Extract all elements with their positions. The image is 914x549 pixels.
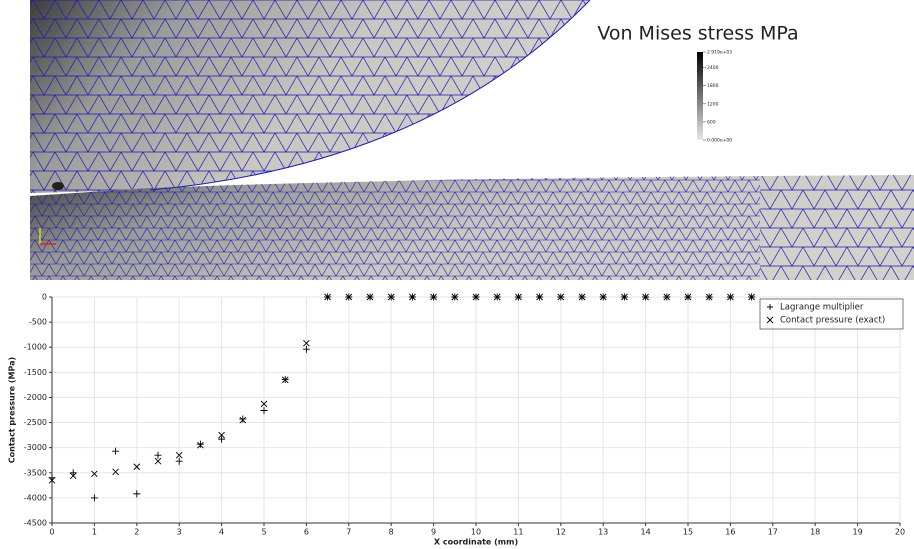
- point: [599, 293, 607, 301]
- point: [451, 293, 459, 301]
- x-tick-label: 20: [895, 528, 905, 537]
- point: [387, 293, 395, 301]
- y-tick-label: -500: [29, 318, 47, 327]
- render-title: Von Mises stress MPa: [597, 23, 798, 45]
- point: [748, 293, 755, 301]
- point: [133, 463, 141, 471]
- y-tick-label: 0: [42, 293, 47, 302]
- point: [409, 293, 416, 301]
- point: [260, 400, 268, 408]
- point: [302, 345, 310, 353]
- point: [197, 441, 204, 449]
- point: [112, 468, 119, 476]
- x-tick-label: 4: [219, 528, 224, 537]
- x-axis-label: X coordinate (mm): [434, 538, 518, 547]
- point: [642, 293, 649, 301]
- x-tick-label: 19: [853, 528, 863, 537]
- point: [90, 494, 98, 502]
- point: [366, 293, 374, 301]
- point: [175, 457, 183, 465]
- point: [684, 293, 692, 301]
- legend-label: Contact pressure (exact): [780, 316, 885, 326]
- point: [578, 293, 586, 301]
- y-tick-label: -3500: [24, 468, 47, 477]
- x-tick-label: 5: [261, 528, 266, 537]
- y-axis-label: Contact pressure (MPa): [8, 357, 17, 463]
- point: [112, 447, 120, 455]
- point: [727, 293, 734, 301]
- point: [69, 472, 77, 480]
- x-tick-label: 11: [513, 528, 523, 537]
- x-tick-label: 7: [346, 528, 351, 537]
- colorbar-label: 1200: [707, 101, 719, 107]
- point: [472, 293, 480, 301]
- x-tick-label: 8: [389, 528, 394, 537]
- point: [493, 293, 501, 301]
- point: [218, 435, 226, 443]
- x-tick-label: 12: [556, 528, 566, 537]
- point: [239, 415, 247, 423]
- colorbar-label: 1800: [707, 83, 719, 89]
- x-tick-label: 14: [641, 528, 651, 537]
- point: [705, 293, 713, 301]
- legend-marker: [767, 304, 773, 310]
- point: [69, 469, 77, 477]
- point: [430, 293, 437, 301]
- point: [260, 407, 268, 415]
- legend-box: [759, 298, 904, 330]
- point: [154, 457, 162, 465]
- point: [218, 431, 225, 439]
- point: [175, 451, 183, 459]
- point: [48, 476, 56, 484]
- colorbar-label: 0.000e+00: [707, 138, 732, 144]
- x-tick-label: 1: [92, 528, 97, 537]
- x-tick-label: 3: [177, 528, 182, 537]
- x-tick-label: 10: [471, 528, 481, 537]
- point: [324, 293, 331, 301]
- x-tick-label: 18: [810, 528, 820, 537]
- x-tick-label: 2: [134, 528, 139, 537]
- point: [621, 293, 628, 301]
- colorbar-label: 2.919e+03: [707, 50, 732, 56]
- x-tick-label: 0: [49, 528, 54, 537]
- colorbar-label: 2400: [707, 65, 719, 71]
- x-tick-label: 6: [304, 528, 309, 537]
- axes: [51, 297, 900, 524]
- point: [663, 293, 671, 301]
- colorbar-label: 600: [707, 119, 716, 125]
- point: [281, 376, 289, 384]
- x-tick-label: 13: [598, 528, 608, 537]
- colorbar: [697, 52, 703, 140]
- x-tick-label: 9: [431, 528, 436, 537]
- legend-marker: [766, 316, 774, 324]
- point: [515, 293, 522, 301]
- mesh-render: [30, 0, 914, 280]
- y-tick-label: -1500: [24, 368, 47, 377]
- x-tick-label: 17: [768, 528, 778, 537]
- legend-label: Lagrange multiplier: [780, 303, 864, 313]
- y-tick-label: -2500: [24, 418, 47, 427]
- x-tick-label: 16: [725, 528, 735, 537]
- point: [91, 470, 98, 478]
- y-tick-label: -4500: [24, 519, 47, 528]
- point: [557, 293, 565, 301]
- point: [303, 339, 310, 347]
- y-tick-label: -3000: [24, 443, 47, 452]
- y-tick-label: -2000: [24, 393, 47, 402]
- point: [536, 293, 543, 301]
- y-tick-label: -1000: [24, 343, 47, 352]
- y-tick-label: -4000: [24, 493, 47, 502]
- x-tick-label: 15: [683, 528, 693, 537]
- point: [345, 293, 353, 301]
- point: [239, 416, 247, 424]
- point: [196, 440, 204, 448]
- point: [154, 451, 162, 459]
- point: [133, 490, 141, 498]
